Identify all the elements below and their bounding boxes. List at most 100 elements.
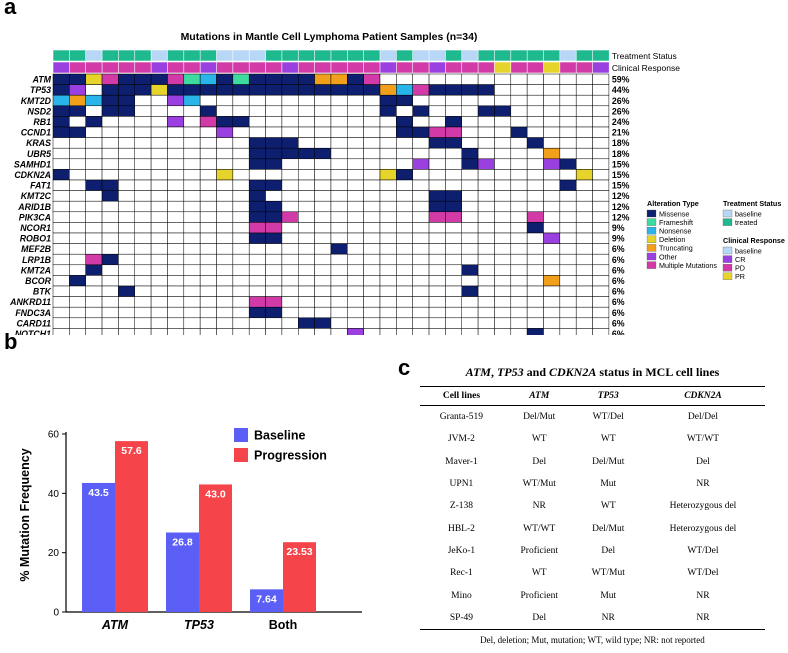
gene-percentage: 6% [612,265,625,275]
mutation-cell [445,126,462,138]
empty-cell [216,275,234,287]
empty-cell [199,232,217,244]
empty-cell [428,73,446,85]
empty-cell [52,158,70,170]
empty-cell [314,211,332,223]
empty-cell [199,211,217,223]
empty-cell [494,179,512,191]
empty-cell [347,126,364,138]
empty-cell [330,200,348,213]
legend-label: Missense [659,209,689,218]
legend-label: Truncating [659,244,693,253]
mutation-cell [281,84,299,96]
empty-cell [379,147,397,160]
table-cell: Del/Mut [592,456,625,467]
empty-cell [134,275,152,287]
empty-cell [167,253,185,266]
gene-label: BCOR [25,276,52,286]
mutation-cell [412,158,430,170]
legend-label: Multiple Mutations [659,261,717,270]
empty-cell [477,200,495,213]
empty-cell [347,190,364,202]
empty-cell [183,275,201,287]
empty-cell [363,232,381,244]
empty-cell [412,275,430,287]
legend-title: Alteration Type [647,199,699,208]
empty-cell [526,264,544,276]
mutation-cell [216,84,234,96]
empty-cell [445,275,462,287]
bar-value-label: 57.6 [121,445,142,457]
gene-percentage: 6% [612,287,625,297]
empty-cell [183,306,201,319]
table-cell: NR [696,590,710,601]
oncoprint-title: Mutations in Mantle Cell Lymphoma Patien… [181,31,478,43]
legend-swatch [646,261,657,269]
empty-cell [347,116,364,128]
empty-cell [477,328,495,335]
mutation-cell [396,169,413,181]
empty-cell [379,296,397,308]
empty-cell [526,285,544,297]
empty-cell [396,73,413,85]
legend-title: Treatment Status [723,199,781,208]
mutation-cell [559,179,577,191]
empty-cell [150,275,168,287]
empty-cell [379,264,397,276]
empty-cell [167,264,185,276]
empty-cell [559,137,577,149]
legend-swatch [722,209,733,218]
empty-cell [118,275,136,287]
empty-cell [526,73,544,85]
table-title: ATM, TP53 and CDKN2A status in MCL cell … [420,365,765,380]
mutation-cell [396,84,413,96]
empty-cell [592,179,610,191]
empty-cell [575,285,593,297]
empty-cell [85,296,103,308]
empty-cell [183,126,201,138]
empty-cell [477,296,495,308]
mutation-cell [150,73,168,85]
gene-label: SAMHD1 [14,159,51,169]
empty-cell [543,84,561,96]
empty-cell [396,306,413,319]
empty-cell [428,116,446,128]
empty-cell [396,222,413,234]
gene-percentage: 12% [612,202,630,212]
annotation-cell [265,49,283,62]
table-title-part: , [490,365,497,379]
empty-cell [199,147,217,160]
mutation-cell [248,296,266,308]
y-tick-label: 0 [53,608,59,619]
empty-cell [363,285,381,297]
empty-cell [592,211,610,223]
empty-cell [52,232,70,244]
mutation-cell [298,147,315,160]
empty-cell [510,285,528,297]
mutation-cell [445,84,462,96]
empty-cell [526,179,544,191]
empty-cell [330,306,348,319]
table-cell: NR [532,501,546,512]
empty-cell [216,179,234,191]
empty-cell [445,285,462,297]
empty-cell [510,243,528,255]
mutation-cell [118,94,136,107]
empty-cell [281,253,299,266]
empty-cell [543,137,561,149]
mutation-cell [69,105,86,117]
legend-label: Baseline [254,429,305,443]
gene-percentage: 6% [612,276,625,286]
empty-cell [445,243,462,255]
empty-cell [69,264,86,276]
empty-cell [183,222,201,234]
table-cell: NR [640,606,765,630]
table-header-cell: TP53 [575,386,641,406]
empty-cell [559,253,577,266]
annotation-cell [183,61,201,74]
mutation-cell [265,211,283,223]
empty-cell [526,84,544,96]
empty-cell [248,317,266,329]
empty-cell [216,296,234,308]
gene-percentage: 9% [612,234,625,244]
